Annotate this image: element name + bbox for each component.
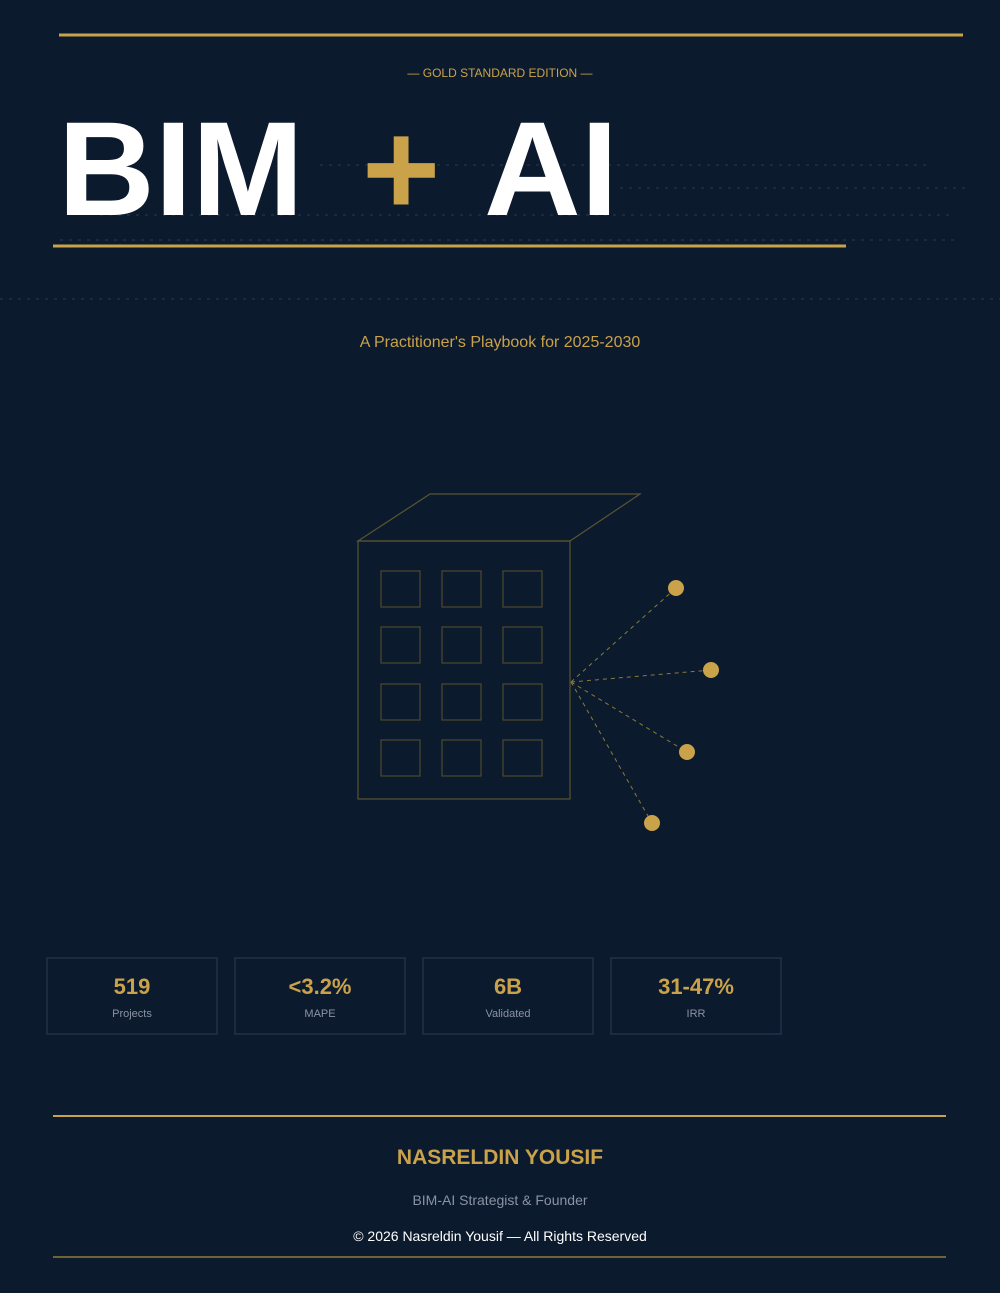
stat-card: 31-47% IRR (610, 957, 782, 1035)
connectors (570, 587, 712, 824)
building (355, 493, 642, 800)
title-joiner: + (362, 95, 440, 244)
stat-label: IRR (687, 1008, 706, 1020)
subtitle: A Practitioner's Playbook for 2025-2030 (360, 334, 641, 351)
stat-box (610, 957, 782, 1035)
stat-box (234, 957, 406, 1035)
nodes (644, 580, 719, 831)
stat-value: 519 (114, 974, 151, 999)
texture (0, 164, 1000, 300)
stat-label: MAPE (304, 1008, 335, 1020)
title: BIM + AI (58, 95, 618, 244)
edition: — GOLD STANDARD EDITION — (407, 66, 592, 80)
stat-box (422, 957, 594, 1035)
role: BIM-AI Strategist & Founder (412, 1192, 587, 1208)
stats: 519 Projects <3.2% MAPE 6B Validated 31-… (46, 957, 782, 1035)
stat-card: 6B Validated (422, 957, 594, 1035)
copyright: © 2026 Nasreldin Yousif — All Rights Res… (353, 1228, 647, 1244)
stat-card: <3.2% MAPE (234, 957, 406, 1035)
stat-card: 519 Projects (46, 957, 218, 1035)
stat-value: 31-47% (658, 974, 734, 999)
author: NASRELDIN YOUSIF (397, 1146, 603, 1169)
stat-box (46, 957, 218, 1035)
stat-value: 6B (494, 974, 522, 999)
stat-label: Validated (485, 1008, 530, 1020)
title-right: AI (484, 95, 618, 244)
stat-value: <3.2% (289, 974, 352, 999)
stat-label: Projects (112, 1008, 152, 1020)
title-left: BIM (58, 95, 304, 244)
